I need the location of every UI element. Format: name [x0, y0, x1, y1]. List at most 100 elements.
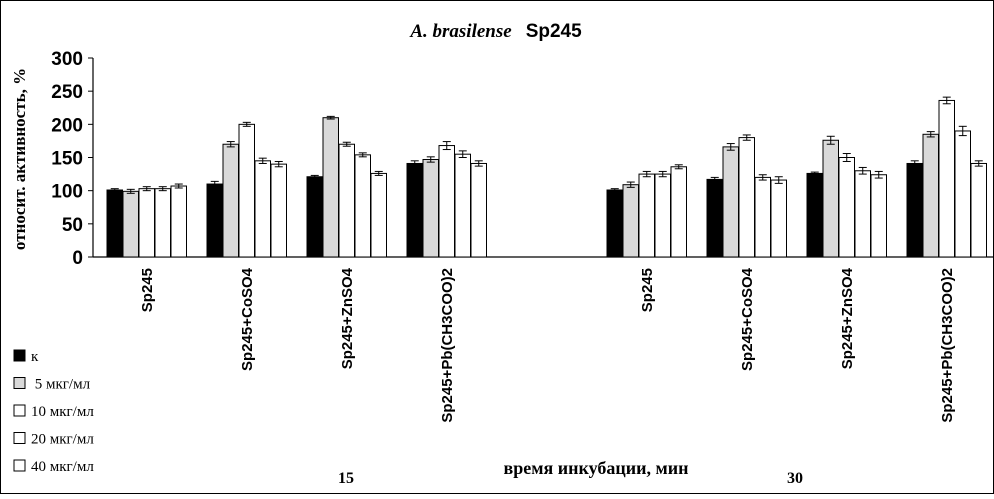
- legend-item: 5 мкг/мл: [13, 377, 91, 393]
- error-bar: [426, 156, 435, 163]
- error-bar: [174, 183, 183, 189]
- error-bar: [826, 135, 835, 145]
- legend-item: 10 мкг/мл: [13, 404, 94, 420]
- error-bar: [358, 152, 367, 158]
- bar: [638, 173, 655, 258]
- error-bar: [310, 174, 319, 179]
- y-tick-label: 0: [72, 248, 83, 269]
- chart-title: A. brasilense Sp245: [409, 21, 582, 42]
- bar: [938, 99, 955, 258]
- error-bar: [874, 170, 883, 179]
- bar: [706, 178, 723, 258]
- error-bar: [910, 160, 919, 167]
- bar: [870, 174, 887, 258]
- bar: [454, 153, 471, 258]
- bar-cluster: [606, 164, 687, 258]
- y-axis-label: относит. активность, %: [10, 68, 29, 250]
- bar: [922, 133, 939, 258]
- error-bar: [210, 180, 219, 188]
- bar: [906, 162, 923, 258]
- error-bar: [474, 160, 483, 167]
- bar: [170, 185, 187, 258]
- bar: [438, 145, 455, 258]
- error-bar: [942, 96, 951, 105]
- legend: к 5 мкг/мл 10 мкг/мл 20 мкг/мл 40 мкг/мл: [13, 349, 94, 475]
- category-label: Sp245+Pb(CH3COO)2: [939, 268, 956, 423]
- bar: [970, 162, 987, 258]
- bar-cluster: [906, 96, 987, 258]
- group-label-1: 30: [787, 470, 803, 487]
- bar-cluster: [806, 135, 887, 258]
- error-bar: [258, 157, 267, 164]
- bar: [354, 154, 371, 258]
- error-bar: [110, 188, 119, 192]
- error-bar: [458, 150, 467, 158]
- error-bar: [774, 176, 783, 184]
- legend-swatch: [13, 349, 26, 362]
- category-label: Sp245+ZnSO4: [339, 267, 356, 369]
- legend-swatch: [13, 459, 26, 472]
- error-bar: [610, 188, 619, 192]
- bar: [422, 158, 439, 258]
- bar: [406, 162, 423, 258]
- bar-cluster: [106, 183, 187, 258]
- category-label: Sp245+CoSO4: [739, 267, 756, 371]
- bar: [238, 123, 255, 258]
- error-bar: [442, 141, 451, 151]
- category-labels: Sp245 Sp245+CoSO4 Sp245+ZnSO4 Sp245+Pb(CH3C…: [139, 267, 956, 422]
- bar: [206, 183, 223, 258]
- group-label-0: 15: [338, 470, 354, 487]
- bar-cluster: [706, 134, 787, 258]
- legend-label: 40 мкг/мл: [31, 459, 94, 475]
- bar: [138, 188, 155, 258]
- bar: [154, 188, 171, 258]
- error-bar: [374, 170, 383, 176]
- bar: [106, 189, 123, 258]
- error-bar: [126, 188, 135, 194]
- bar: [222, 143, 239, 258]
- bar-cluster: [406, 141, 487, 258]
- error-bar: [226, 141, 235, 148]
- legend-label: к: [31, 349, 39, 365]
- y-tick-label: 150: [51, 149, 83, 170]
- bar: [122, 190, 139, 258]
- error-bar: [742, 134, 751, 141]
- error-bar: [958, 125, 967, 137]
- y-tick-label: 250: [51, 82, 83, 103]
- bar: [654, 173, 671, 258]
- y-tick-label: 50: [62, 215, 83, 236]
- bar: [622, 184, 639, 258]
- legend-swatch: [13, 377, 26, 389]
- error-bar: [410, 160, 419, 167]
- category-label: Sp245: [139, 268, 156, 312]
- bar: [770, 179, 787, 258]
- legend-item: 40 мкг/мл: [13, 459, 94, 475]
- error-bar: [242, 121, 251, 127]
- chart-title-italic: A. brasilense: [409, 21, 512, 42]
- bar: [822, 139, 839, 258]
- error-bar: [142, 186, 151, 192]
- bar: [270, 163, 287, 258]
- y-tick-label: 300: [51, 49, 83, 70]
- bar: [606, 189, 623, 258]
- error-bar: [326, 115, 335, 120]
- bar-cluster: [206, 121, 287, 258]
- legend-label: 5 мкг/мл: [31, 377, 91, 393]
- bar: [738, 137, 755, 258]
- bar: [470, 162, 487, 258]
- category-label: Sp245+CoSO4: [239, 267, 256, 371]
- error-bar: [158, 186, 167, 192]
- error-bar: [926, 131, 935, 138]
- bar: [254, 160, 271, 258]
- legend-item: 20 мкг/мл: [13, 432, 94, 448]
- error-bar: [758, 174, 767, 181]
- bar: [670, 166, 687, 258]
- legend-item: к: [13, 349, 39, 365]
- y-tick-label: 200: [51, 115, 83, 136]
- category-label: Sp245: [639, 268, 656, 312]
- error-bar: [810, 171, 819, 176]
- chart-title-rest: Sp245: [526, 21, 582, 42]
- legend-swatch: [13, 432, 26, 444]
